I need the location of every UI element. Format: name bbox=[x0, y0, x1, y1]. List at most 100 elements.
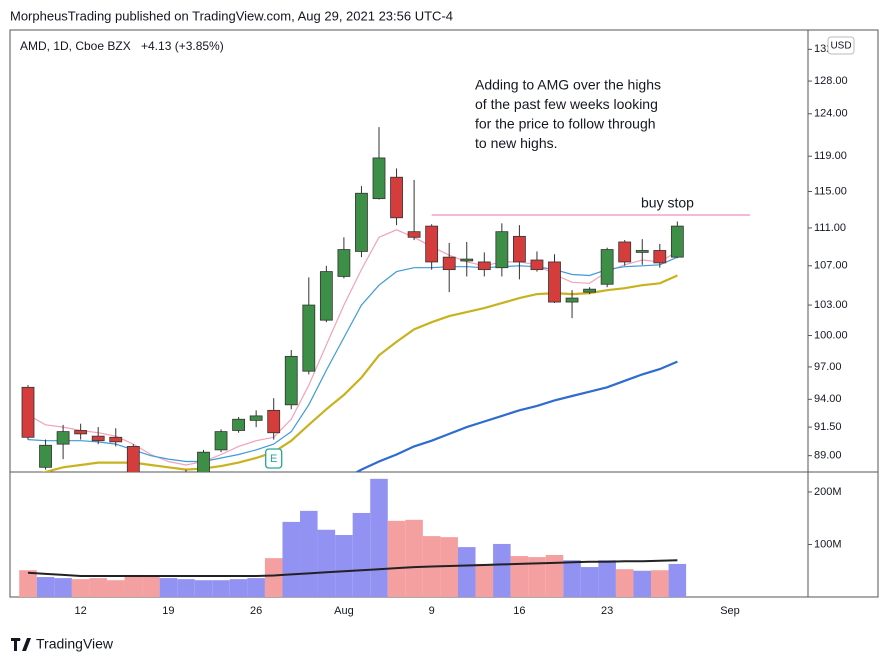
volume-bar bbox=[563, 560, 581, 597]
y-tick-label: 107.00 bbox=[814, 260, 848, 272]
volume-bar bbox=[300, 510, 318, 597]
volume-bar bbox=[651, 570, 669, 597]
volume-bar bbox=[668, 563, 687, 597]
candle-body bbox=[56, 431, 70, 445]
candle-body bbox=[583, 288, 596, 293]
volume-bar bbox=[247, 578, 265, 597]
volume-bar bbox=[335, 535, 353, 597]
volume-bar bbox=[493, 543, 511, 597]
buy-stop-label: buy stop bbox=[641, 195, 694, 211]
event-marker bbox=[265, 448, 283, 469]
price-pane bbox=[21, 127, 750, 472]
volume-bar bbox=[194, 580, 213, 597]
volume-bar bbox=[387, 520, 406, 597]
volume-bar bbox=[142, 575, 160, 597]
volume-bar bbox=[106, 580, 125, 597]
y-tick-label: 115.00 bbox=[814, 185, 847, 197]
candle-body bbox=[109, 436, 123, 443]
moving-average bbox=[354, 360, 678, 472]
logo: TradingView bbox=[11, 636, 114, 652]
volume-bar bbox=[36, 577, 55, 597]
volume-bar bbox=[212, 580, 230, 597]
volume-bar bbox=[457, 547, 476, 597]
candle-body bbox=[232, 418, 246, 431]
volume-bar bbox=[598, 560, 616, 597]
candle-body bbox=[565, 297, 579, 303]
candle-body bbox=[267, 409, 281, 434]
y-tick-label: 89.00 bbox=[814, 450, 842, 462]
candle-body bbox=[495, 231, 509, 269]
volume-bar bbox=[264, 558, 283, 597]
note-line: Adding to AMG over the highs bbox=[475, 77, 661, 93]
candle-body bbox=[249, 415, 263, 421]
note-line: of the past few weeks looking bbox=[475, 96, 658, 112]
y-tick-label: 91.50 bbox=[814, 421, 842, 433]
candle-body bbox=[548, 261, 561, 303]
volume-bar bbox=[317, 529, 336, 597]
volume-bar bbox=[89, 578, 107, 597]
candle-body bbox=[355, 192, 368, 252]
candle-body bbox=[21, 386, 35, 438]
x-tick-label: 26 bbox=[250, 605, 262, 617]
volume-bar bbox=[177, 579, 195, 597]
candle-body bbox=[670, 225, 684, 258]
footer: TradingView bbox=[36, 636, 114, 652]
candle-body bbox=[618, 241, 632, 263]
volume-bar bbox=[405, 519, 423, 597]
candle-body bbox=[126, 446, 140, 472]
volume-bar bbox=[545, 554, 564, 597]
volume-bar bbox=[159, 578, 178, 597]
volume-bar bbox=[370, 478, 388, 597]
volume-bar bbox=[510, 556, 529, 597]
currency-box bbox=[827, 36, 855, 55]
moving-average bbox=[27, 229, 678, 466]
volume-bar bbox=[440, 537, 458, 597]
volume-bar bbox=[352, 512, 371, 597]
candle-body bbox=[407, 231, 421, 238]
candle-body bbox=[513, 235, 526, 263]
candle-body bbox=[91, 435, 105, 442]
y-tick-label: 111.00 bbox=[814, 222, 846, 234]
volume-bar bbox=[54, 578, 72, 597]
x-tick-label: 12 bbox=[75, 605, 87, 617]
candle-body bbox=[319, 271, 333, 321]
change: +4.13 (+3.85%) bbox=[141, 39, 224, 53]
y-tick-label: 119.00 bbox=[814, 150, 847, 162]
candle-body bbox=[197, 451, 210, 472]
y-tick-label: 124.00 bbox=[814, 108, 848, 120]
axes: 132.00128.00124.00119.00115.00111.00107.… bbox=[75, 43, 848, 617]
x-tick-label: 23 bbox=[601, 605, 613, 617]
y-tick-label: 94.00 bbox=[814, 393, 842, 405]
volume-bar bbox=[633, 570, 652, 597]
x-tick-label: 16 bbox=[513, 605, 525, 617]
y-tick-label: 103.00 bbox=[814, 299, 848, 311]
volume-bar bbox=[282, 521, 301, 597]
event-label: E bbox=[270, 453, 277, 465]
candle-body bbox=[460, 258, 474, 262]
candle-body bbox=[214, 431, 228, 451]
volume-bar bbox=[71, 579, 90, 597]
volume-tick-label: 200M bbox=[814, 486, 842, 498]
note-line: to new highs. bbox=[475, 135, 558, 151]
symbol: AMD, 1D, Cboe BZX bbox=[20, 39, 131, 53]
header: MorpheusTrading published on TradingView… bbox=[10, 8, 453, 23]
note-line: for the price to follow through bbox=[475, 116, 656, 132]
candle-body bbox=[390, 176, 403, 219]
logo-icon bbox=[11, 637, 31, 651]
volume-pane bbox=[19, 478, 687, 597]
candle-body bbox=[425, 225, 439, 263]
x-tick-label: Aug bbox=[334, 605, 354, 617]
x-tick-label: 19 bbox=[162, 605, 174, 617]
candle-body bbox=[600, 249, 614, 285]
candle-body bbox=[477, 261, 491, 271]
candle-body bbox=[372, 157, 386, 200]
x-tick-label: 9 bbox=[429, 605, 435, 617]
y-tick-label: 97.00 bbox=[814, 361, 842, 373]
candle-body bbox=[442, 256, 456, 271]
y-tick-label: 128.00 bbox=[814, 75, 848, 87]
volume-tick-label: 100M bbox=[814, 538, 842, 550]
candle-body bbox=[284, 355, 298, 406]
volume-bar bbox=[19, 570, 37, 597]
candle-body bbox=[635, 250, 649, 253]
